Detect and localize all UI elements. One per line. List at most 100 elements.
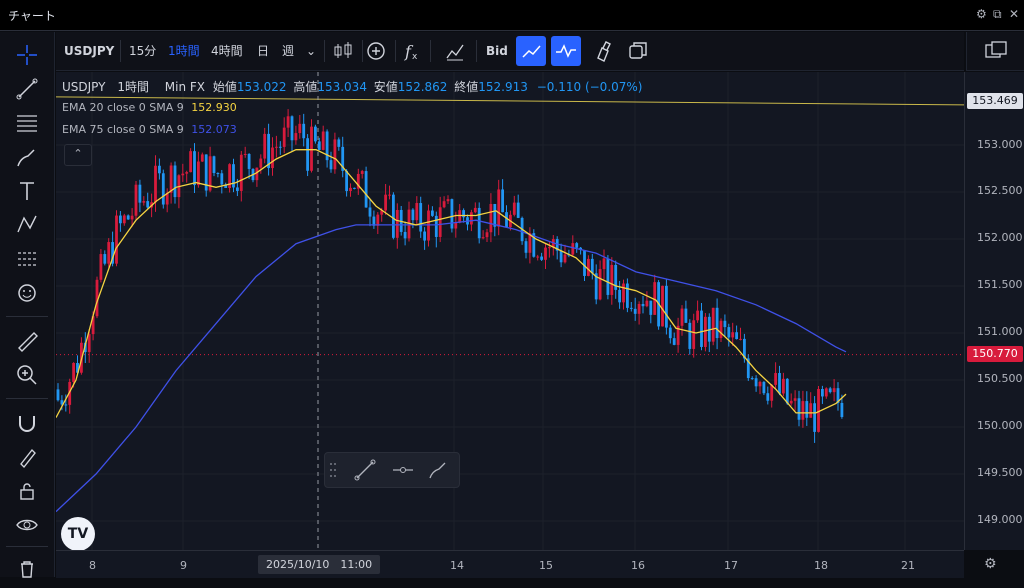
candle-body [208, 156, 212, 191]
brush-quick-icon[interactable] [425, 456, 453, 484]
candle-body [126, 215, 130, 220]
trash-icon[interactable] [12, 554, 42, 584]
candle-body [372, 216, 376, 226]
axis-settings-icon[interactable]: ⚙ [984, 556, 997, 572]
candle-body [271, 147, 274, 169]
brush-tool-icon[interactable] [12, 142, 42, 172]
layout-switch-area [966, 32, 1024, 71]
layout-icon[interactable] [623, 36, 653, 66]
pattern-tool-icon[interactable] [12, 210, 42, 240]
candle-style-icon[interactable] [328, 36, 358, 66]
legend-low-label: 安値 [373, 80, 398, 94]
clear-drawings-icon[interactable] [588, 36, 618, 66]
templates-icon[interactable] [440, 36, 470, 66]
forecast-tool-icon[interactable] [12, 244, 42, 274]
candle-body [524, 241, 528, 253]
eye-icon[interactable] [12, 510, 42, 540]
time-tick: 21 [901, 559, 915, 572]
candle-body [793, 398, 797, 401]
candle-body [719, 320, 723, 339]
trendline-quick-icon[interactable] [351, 456, 379, 484]
tradingview-logo[interactable]: TV [61, 517, 95, 551]
ruler-tool-icon[interactable] [12, 326, 42, 356]
candle-body [173, 165, 177, 198]
zoom-tool-icon[interactable] [12, 360, 42, 390]
unlock-icon[interactable] [12, 476, 42, 506]
candle-body [310, 126, 313, 171]
candle-body [158, 165, 161, 174]
candle-body [446, 199, 450, 202]
candle-body [727, 327, 731, 338]
candle-body [200, 154, 204, 162]
candle-body [821, 388, 824, 397]
candle-body [641, 303, 645, 307]
settings-icon[interactable]: ⚙ [976, 7, 987, 21]
chart-pane[interactable] [55, 72, 965, 550]
interval-week[interactable]: 週 [282, 44, 295, 58]
legend-close: 152.913 [478, 80, 528, 94]
candle-body [836, 388, 840, 403]
price-tick: 150.500 [977, 372, 1023, 385]
ema20-legend[interactable]: EMA 20 close 0 SMA 9 152.930 [62, 101, 237, 114]
trendline-tool-icon[interactable] [12, 74, 42, 104]
price-axis[interactable]: 153.469 153.000 152.500 152.000 151.500 … [964, 72, 1024, 550]
candle-body [181, 173, 185, 176]
candle-body [711, 307, 715, 342]
drag-handle-icon[interactable] [329, 461, 337, 479]
fib-tool-icon[interactable] [12, 108, 42, 138]
candle-body [758, 381, 762, 387]
candle-body [185, 172, 189, 174]
candle-body [407, 209, 411, 239]
candle-body [267, 133, 270, 169]
chevron-down-icon[interactable]: ⌄ [306, 44, 317, 58]
candle-body [243, 153, 247, 155]
ema75-legend[interactable]: EMA 75 close 0 SMA 9 152.073 [62, 123, 237, 136]
heartbeat-icon[interactable] [551, 36, 581, 66]
candle-body [587, 258, 590, 276]
candle-body [754, 378, 758, 387]
compare-add-icon[interactable] [361, 36, 391, 66]
magnet-tool-icon[interactable] [12, 408, 42, 438]
candle-body [224, 184, 228, 188]
candle-body [314, 126, 317, 142]
candle-body [622, 283, 625, 303]
candle-body [590, 258, 594, 274]
candle-body [672, 338, 676, 345]
crosshair-tool-icon[interactable] [12, 40, 42, 70]
emoji-tool-icon[interactable] [12, 278, 42, 308]
lock-drawing-icon[interactable] [12, 442, 42, 472]
candle-body [735, 332, 738, 340]
candle-body [840, 402, 844, 417]
bid-button[interactable]: Bid [486, 44, 508, 58]
interval-4h[interactable]: 4時間 [211, 44, 243, 58]
popout-icon[interactable]: ⧉ [993, 7, 1002, 21]
close-icon[interactable]: ✕ [1009, 7, 1020, 21]
legend-collapse-button[interactable]: ⌃ [64, 144, 92, 166]
candle-body [333, 139, 337, 170]
candle-body [614, 264, 618, 290]
interval-1h[interactable]: 1時間 [168, 44, 200, 58]
hline-quick-icon[interactable] [389, 456, 417, 484]
candle-body [345, 170, 348, 192]
symbol-button[interactable]: USDJPY [64, 44, 115, 58]
candle-body [356, 173, 360, 189]
candle-body [516, 202, 520, 218]
candle-body [56, 389, 60, 401]
candle-body [388, 194, 391, 196]
candle-body [380, 210, 384, 215]
chart-canvas[interactable] [55, 72, 965, 550]
time-tick: 8 [89, 559, 96, 572]
time-tick: 17 [724, 559, 738, 572]
line-chart-icon[interactable] [516, 36, 546, 66]
candle-body [72, 363, 75, 382]
time-axis[interactable]: 8 9 2025/10/10 11:00 14 15 16 17 18 21 [56, 550, 964, 578]
ema75-label: EMA 75 close 0 SMA 9 [62, 123, 184, 136]
candle-body [64, 404, 68, 406]
text-tool-icon[interactable] [12, 176, 42, 206]
candle-body [115, 215, 118, 264]
interval-day[interactable]: 日 [257, 44, 270, 58]
candle-body [477, 207, 481, 239]
interval-15m[interactable]: 15分 [129, 44, 157, 58]
multi-layout-icon[interactable] [981, 36, 1011, 66]
